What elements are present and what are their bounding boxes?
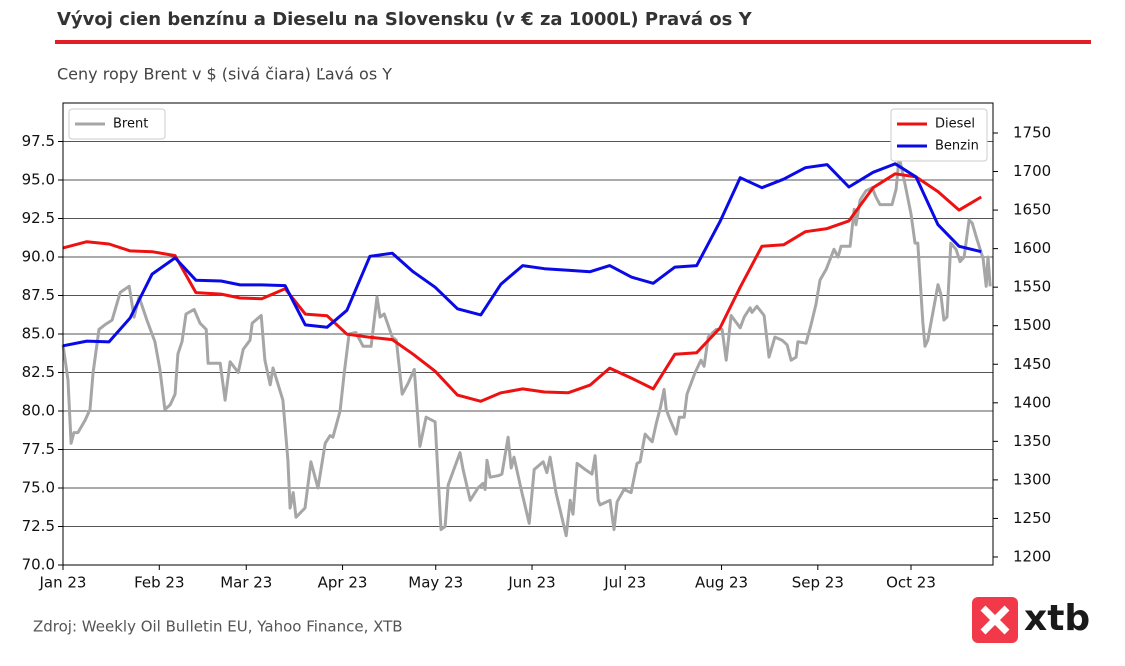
y2-tick-label: 1350 — [1013, 432, 1051, 450]
x-tick-label: May 23 — [408, 574, 463, 592]
x-tick-label: Sep 23 — [792, 574, 844, 592]
legend-label: Diesel — [935, 117, 975, 132]
y-tick-label: 82.5 — [22, 363, 55, 381]
chart-subtitle: Ceny ropy Brent v $ (sivá čiara) Ľavá os… — [57, 65, 392, 84]
y-tick-label: 72.5 — [22, 517, 55, 535]
series-line — [62, 162, 982, 348]
legend-label: Brent — [113, 117, 148, 132]
legend: Diesel Benzin — [890, 108, 988, 162]
x-tick-label: Oct 23 — [886, 574, 936, 592]
y-tick-label: 70.0 — [22, 556, 55, 574]
legend: Brent — [68, 108, 166, 140]
y2-tick-label: 1600 — [1013, 239, 1051, 257]
plot-frame — [62, 102, 994, 566]
y2-tick-label: 1700 — [1013, 162, 1051, 180]
y-tick-label: 92.5 — [22, 209, 55, 227]
x-tick-label: Aug 23 — [695, 574, 748, 592]
legend-box — [68, 108, 166, 140]
x-tick-label: Jan 23 — [39, 574, 87, 592]
title-rule — [55, 40, 1091, 44]
y2-tick-label: 1650 — [1013, 201, 1051, 219]
y-tick-label: 77.5 — [22, 440, 55, 458]
legend-label: Benzin — [935, 139, 979, 154]
y2-tick-label: 1750 — [1013, 123, 1051, 141]
logo-mark — [980, 605, 1010, 635]
y2-tick-label: 1200 — [1013, 547, 1051, 565]
y-tick-label: 85.0 — [22, 325, 55, 343]
y2-tick-label: 1450 — [1013, 355, 1051, 373]
y2-tick-label: 1400 — [1013, 393, 1051, 411]
series-line — [61, 155, 992, 538]
y-tick-label: 95.0 — [22, 171, 55, 189]
legend-box — [890, 108, 988, 162]
y2-tick-label: 1550 — [1013, 278, 1051, 296]
series-line — [62, 172, 982, 403]
source: Zdroj: Weekly Oil Bulletin EU, Yahoo Fin… — [33, 618, 403, 636]
y-tick-label: 75.0 — [22, 479, 55, 497]
y-tick-label: 90.0 — [22, 248, 55, 266]
x-tick-label: Jul 23 — [603, 574, 646, 592]
x-tick-label: Jun 23 — [507, 574, 555, 592]
y-tick-label: 80.0 — [22, 402, 55, 420]
logo: xtb — [972, 597, 1090, 643]
x-tick-label: Feb 23 — [134, 574, 184, 592]
chart-title: Vývoj cien benzínu a Dieselu na Slovensk… — [57, 9, 753, 30]
y-tick-label: 97.5 — [22, 132, 55, 150]
y-tick-label: 87.5 — [22, 286, 55, 304]
y2-tick-label: 1500 — [1013, 316, 1051, 334]
y2-tick-label: 1300 — [1013, 470, 1051, 488]
y2-tick-label: 1250 — [1013, 509, 1051, 527]
x-tick-label: Apr 23 — [318, 574, 368, 592]
x-tick-label: Mar 23 — [220, 574, 272, 592]
logo-text: xtb — [1024, 598, 1090, 639]
